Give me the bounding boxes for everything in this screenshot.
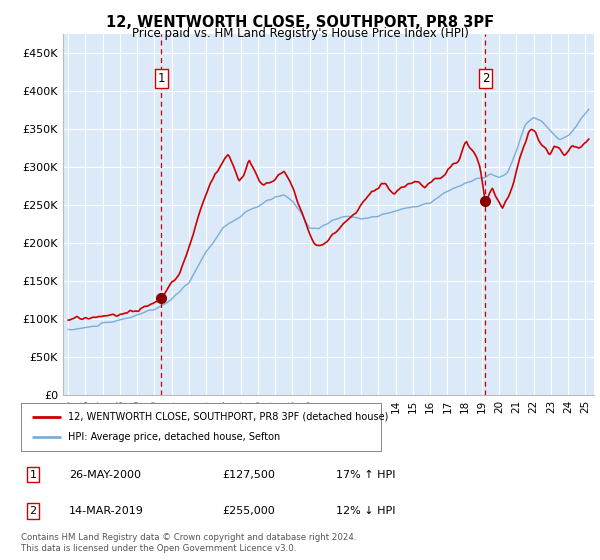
Text: 12% ↓ HPI: 12% ↓ HPI (336, 506, 395, 516)
Text: 2: 2 (482, 72, 489, 85)
Text: £127,500: £127,500 (222, 470, 275, 479)
Text: 17% ↑ HPI: 17% ↑ HPI (336, 470, 395, 479)
Text: Price paid vs. HM Land Registry's House Price Index (HPI): Price paid vs. HM Land Registry's House … (131, 27, 469, 40)
Text: 1: 1 (29, 470, 37, 479)
Text: 12, WENTWORTH CLOSE, SOUTHPORT, PR8 3PF: 12, WENTWORTH CLOSE, SOUTHPORT, PR8 3PF (106, 15, 494, 30)
Text: 12, WENTWORTH CLOSE, SOUTHPORT, PR8 3PF (detached house): 12, WENTWORTH CLOSE, SOUTHPORT, PR8 3PF … (68, 412, 388, 422)
Text: 14-MAR-2019: 14-MAR-2019 (69, 506, 144, 516)
Text: 26-MAY-2000: 26-MAY-2000 (69, 470, 141, 479)
Text: £255,000: £255,000 (222, 506, 275, 516)
Text: 2: 2 (29, 506, 37, 516)
Text: HPI: Average price, detached house, Sefton: HPI: Average price, detached house, Seft… (68, 432, 280, 442)
Text: Contains HM Land Registry data © Crown copyright and database right 2024.
This d: Contains HM Land Registry data © Crown c… (21, 533, 356, 553)
Text: 1: 1 (158, 72, 165, 85)
